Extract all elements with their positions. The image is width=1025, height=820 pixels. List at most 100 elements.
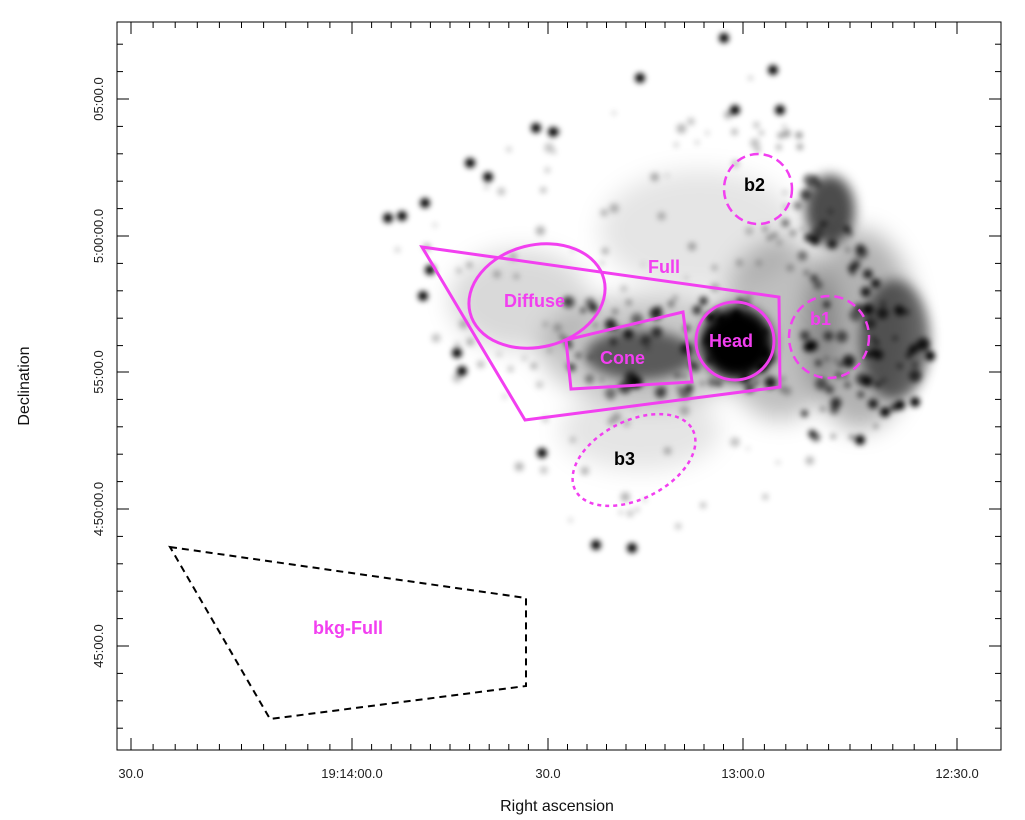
emission-speck bbox=[820, 407, 825, 411]
emission-speck bbox=[783, 129, 791, 138]
emission-speck bbox=[795, 131, 803, 139]
emission-speck bbox=[635, 507, 640, 512]
full-label: Full bbox=[648, 257, 680, 277]
emission-speck bbox=[580, 307, 586, 313]
emission-speck bbox=[513, 273, 520, 280]
emission-speck bbox=[559, 334, 565, 340]
emission-speck bbox=[849, 268, 856, 276]
emission-speck bbox=[600, 261, 604, 265]
emission-speck bbox=[623, 419, 631, 427]
emission-speck bbox=[593, 323, 598, 327]
emission-speck bbox=[457, 366, 467, 376]
emission-speck bbox=[793, 201, 803, 210]
emission-speck bbox=[711, 264, 718, 271]
emission-speck bbox=[831, 434, 836, 439]
emission-speck bbox=[418, 291, 428, 301]
emission-speck bbox=[484, 184, 489, 190]
emission-speck bbox=[701, 300, 706, 306]
emission-speck bbox=[776, 144, 782, 150]
emission-speck bbox=[522, 355, 527, 361]
emission-speck bbox=[548, 127, 558, 137]
emission-speck bbox=[626, 299, 632, 306]
emission-speck bbox=[748, 76, 753, 81]
emission-speck bbox=[676, 386, 681, 391]
y-axis-tick-labels: 05:00.0 5:00:00.0 55:00.0 4:50:00.0 45:0… bbox=[91, 77, 106, 667]
emission-speck bbox=[687, 242, 697, 251]
axis-ticks bbox=[117, 22, 1001, 750]
emission-speck bbox=[663, 447, 672, 455]
emission-speck bbox=[544, 142, 554, 153]
emission-speck bbox=[815, 377, 828, 390]
emission-speck bbox=[800, 330, 810, 341]
emission-speck bbox=[789, 229, 797, 237]
x-tick-label: 13:00.0 bbox=[721, 766, 764, 781]
emission-speck bbox=[849, 308, 862, 322]
emission-speck bbox=[768, 65, 778, 75]
emission-speck bbox=[823, 331, 834, 341]
full-region bbox=[419, 245, 782, 422]
emission-speck bbox=[811, 432, 821, 442]
emission-speck bbox=[834, 358, 838, 362]
x-tick-label: 30.0 bbox=[118, 766, 143, 781]
emission-speck bbox=[580, 466, 589, 475]
emission-speck bbox=[805, 456, 814, 465]
emission-speck bbox=[432, 223, 437, 228]
emission-speck bbox=[537, 448, 547, 458]
emission-speck bbox=[692, 305, 702, 315]
bkg-full-region bbox=[168, 545, 527, 721]
emission-speck bbox=[502, 394, 508, 399]
cone-emission bbox=[585, 330, 695, 380]
emission-speck bbox=[620, 492, 630, 502]
emission-speck bbox=[665, 173, 669, 177]
emission-speck bbox=[775, 105, 785, 115]
emission-speck bbox=[397, 211, 407, 221]
emission-speck bbox=[783, 190, 787, 195]
head-region bbox=[694, 300, 776, 382]
emission-speck bbox=[477, 360, 485, 369]
y-tick-label: 55:00.0 bbox=[91, 350, 106, 393]
emission-speck bbox=[676, 123, 687, 134]
emission-speck bbox=[837, 362, 843, 368]
emission-speck bbox=[801, 410, 808, 417]
emission-speck bbox=[514, 462, 524, 472]
emission-speck bbox=[535, 226, 546, 236]
y-tick-label: 45:00.0 bbox=[91, 624, 106, 667]
emission-speck bbox=[776, 239, 783, 246]
emission-speck bbox=[601, 247, 609, 255]
emission-speck bbox=[672, 295, 678, 301]
emission-speck bbox=[673, 142, 679, 148]
emission-speck bbox=[687, 117, 695, 126]
emission-speck bbox=[589, 303, 598, 313]
emission-speck bbox=[849, 435, 854, 440]
emission-speck bbox=[781, 219, 790, 227]
emission-speck bbox=[852, 263, 859, 270]
emission-speck bbox=[575, 352, 582, 359]
emission-speck bbox=[874, 424, 878, 429]
emission-speck bbox=[910, 397, 920, 407]
emission-speck bbox=[804, 270, 809, 275]
emission-speck bbox=[776, 460, 780, 465]
emission-speck bbox=[497, 187, 506, 196]
emission-speck bbox=[552, 149, 557, 154]
emission-speck bbox=[846, 248, 850, 252]
emission-speck bbox=[395, 247, 400, 253]
emission-speck bbox=[829, 405, 839, 415]
emission-speck bbox=[383, 213, 393, 223]
head-label: Head bbox=[709, 331, 753, 351]
diffuse-patch bbox=[600, 170, 800, 290]
emission-speck bbox=[506, 147, 512, 152]
emission-speck bbox=[724, 110, 733, 119]
emission-speck bbox=[754, 146, 761, 153]
emission-speck bbox=[591, 540, 601, 550]
emission-speck bbox=[810, 274, 818, 282]
emission-speck bbox=[627, 543, 637, 553]
emission-speck bbox=[570, 437, 576, 443]
emission-speck bbox=[530, 362, 537, 370]
emission-speck bbox=[800, 227, 804, 231]
bkg-full-label: bkg-Full bbox=[313, 618, 383, 638]
emission-speck bbox=[842, 354, 856, 368]
emission-speck bbox=[730, 437, 740, 447]
y-tick-label: 5:00:00.0 bbox=[91, 209, 106, 263]
y-tick-label: 05:00.0 bbox=[91, 77, 106, 120]
emission-speck bbox=[655, 386, 667, 399]
